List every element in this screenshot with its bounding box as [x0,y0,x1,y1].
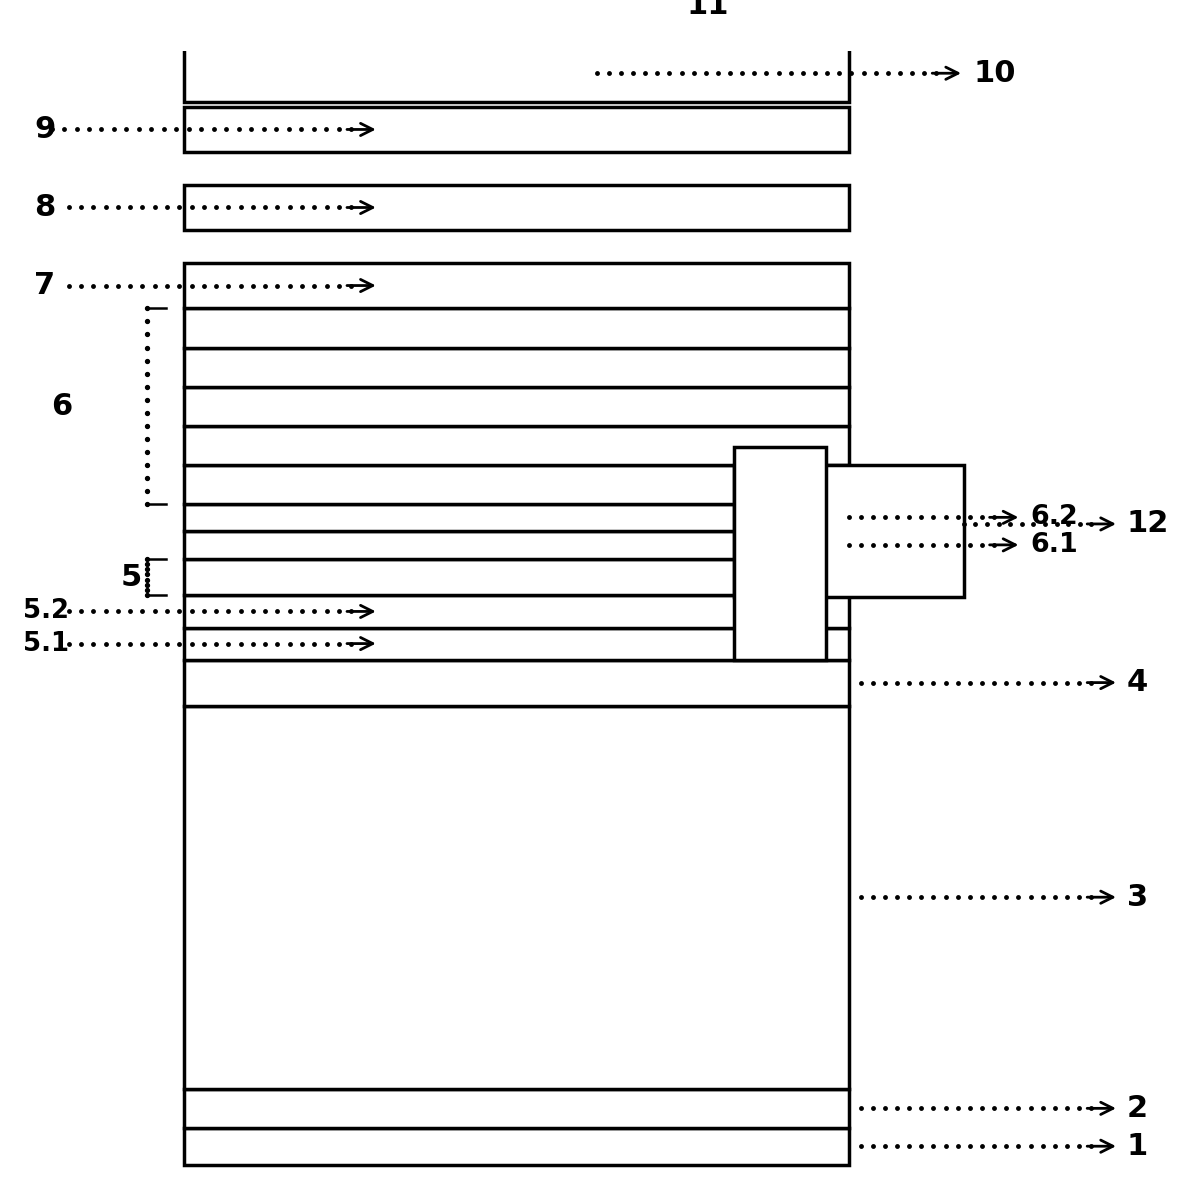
Bar [183,596,849,627]
Text: 6.1: 6.1 [1030,532,1078,558]
Text: 1: 1 [1127,1132,1148,1161]
Bar [183,464,849,504]
Bar [183,386,849,426]
Bar [183,263,849,308]
Bar [183,1089,849,1128]
Bar [734,447,827,659]
Bar [183,308,849,348]
Bar [183,348,849,386]
Text: 2: 2 [1127,1093,1148,1122]
Text: 5: 5 [121,562,141,591]
Text: 11: 11 [686,0,728,20]
Bar [183,559,849,596]
Bar [183,659,849,705]
Bar [183,44,849,102]
Bar [310,0,476,44]
Text: 10: 10 [973,59,1016,88]
Text: 6.2: 6.2 [1030,505,1078,530]
Text: 4: 4 [1127,668,1148,697]
Bar [183,627,849,659]
Text: 7: 7 [35,271,55,300]
Text: 8: 8 [35,193,55,222]
Text: 6: 6 [52,392,73,421]
Bar [183,705,849,1089]
Bar [183,426,849,464]
Text: 5.1: 5.1 [23,631,68,657]
Bar [183,504,849,531]
Bar [183,185,849,230]
Bar [183,1128,849,1164]
Bar [734,464,964,597]
Text: 3: 3 [1127,882,1148,911]
Text: 12: 12 [1127,510,1169,538]
Text: 9: 9 [35,115,56,144]
Bar [183,107,849,152]
Bar [183,531,849,559]
Text: 5.2: 5.2 [23,598,68,625]
